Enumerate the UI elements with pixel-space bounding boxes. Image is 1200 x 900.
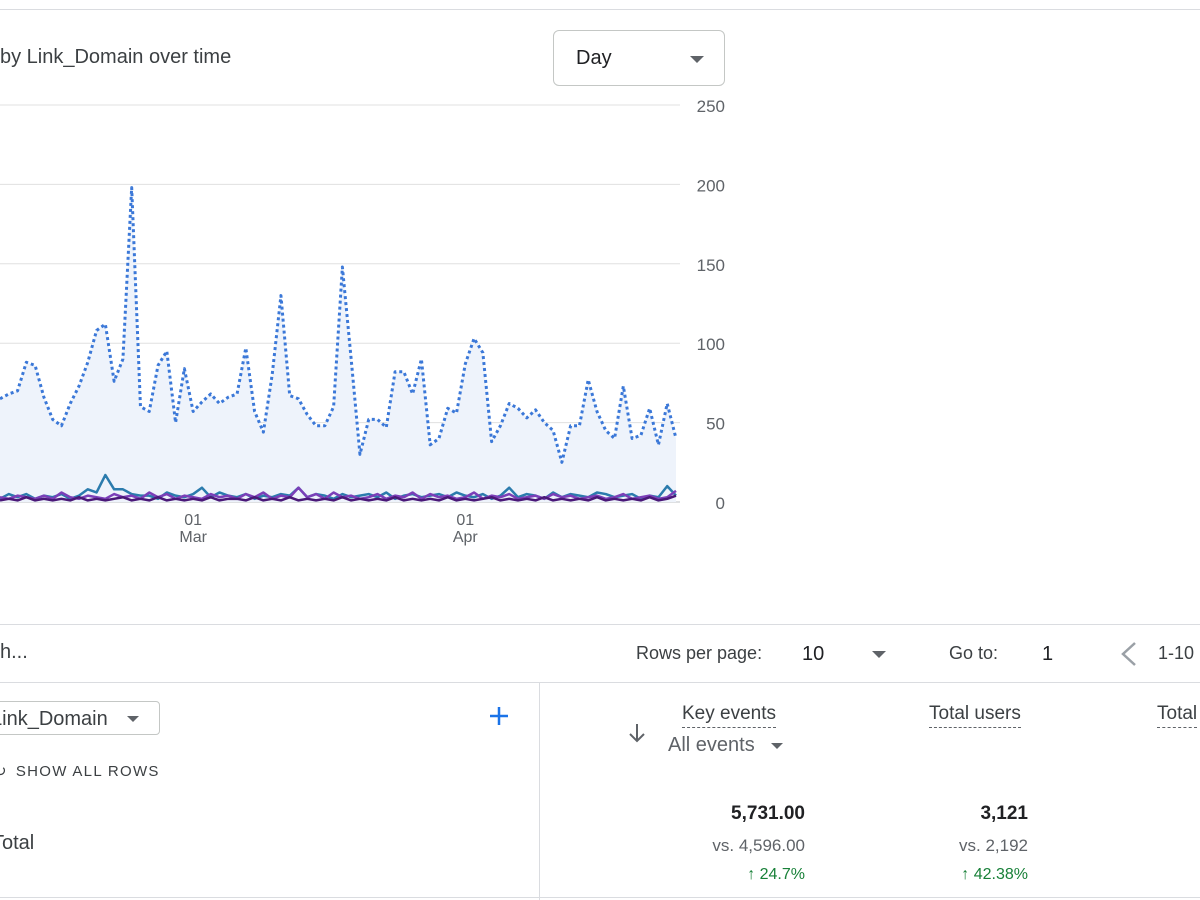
total-users-compare: vs. 2,192 <box>959 836 1028 855</box>
caret-down-icon <box>127 716 139 722</box>
granularity-value: Day <box>576 47 612 69</box>
caret-down-icon <box>770 742 783 749</box>
y-tick-label: 50 <box>706 415 725 434</box>
dimension-select[interactable]: Link_Domain <box>0 701 160 735</box>
arrow-down-icon[interactable] <box>626 721 648 745</box>
card-title: by Link_Domain over time <box>0 46 232 68</box>
total-row-label: Total <box>0 832 35 854</box>
x-tick-day: 01 <box>184 512 202 529</box>
key-events-total: 5,731.00 <box>731 803 805 824</box>
event-filter-value: All events <box>668 734 755 756</box>
show-all-rows-button[interactable]: ↻ SHOW ALL ROWS <box>0 762 160 780</box>
goto-input[interactable] <box>1030 634 1102 674</box>
key-events-change: ↑ 24.7% <box>747 866 805 883</box>
series-line-3 <box>0 494 677 502</box>
column-header-total-users[interactable]: Total users <box>929 703 1021 728</box>
table-header-divider <box>0 682 1200 683</box>
refresh-icon: ↻ <box>0 763 8 780</box>
rows-per-page-value: 10 <box>802 643 825 665</box>
chevron-left-icon[interactable] <box>1116 638 1142 670</box>
page-range: 1-10 <box>1158 643 1195 663</box>
key-events-compare: vs. 4,596.00 <box>712 836 805 855</box>
top-divider <box>0 9 1200 10</box>
total-users-change: ↑ 42.38% <box>961 866 1028 883</box>
rows-per-page-select[interactable]: 10 <box>790 634 900 674</box>
series-line-0 <box>0 186 678 464</box>
rows-per-page-label: Rows per page: <box>636 643 763 663</box>
goto-label: Go to: <box>949 643 999 663</box>
y-tick-label: 100 <box>697 335 725 354</box>
bottom-divider <box>0 897 1200 898</box>
y-tick-label: 200 <box>697 176 725 195</box>
granularity-select[interactable]: Day <box>553 30 725 86</box>
total-users-total: 3,121 <box>980 803 1028 824</box>
y-tick-label: 150 <box>697 256 725 275</box>
column-header-key-events[interactable]: Key events <box>682 703 776 728</box>
column-header-third[interactable]: Total <box>1157 703 1198 728</box>
search-input[interactable]: h... <box>0 641 28 663</box>
series-line-2 <box>0 486 677 501</box>
caret-down-icon <box>690 56 704 63</box>
y-tick-label: 0 <box>716 494 725 513</box>
x-tick-month: Mar <box>179 529 207 546</box>
x-tick-day: 01 <box>456 512 474 529</box>
show-all-rows-label: SHOW ALL ROWS <box>15 763 160 780</box>
event-filter-select[interactable]: All events <box>668 734 783 757</box>
caret-down-icon <box>872 651 886 658</box>
plus-icon[interactable] <box>486 703 512 729</box>
y-tick-label: 250 <box>697 97 725 116</box>
chart-divider <box>0 624 1200 625</box>
column-divider <box>539 682 540 900</box>
dimension-value: Link_Domain <box>0 708 108 730</box>
x-tick-month: Apr <box>453 529 479 546</box>
